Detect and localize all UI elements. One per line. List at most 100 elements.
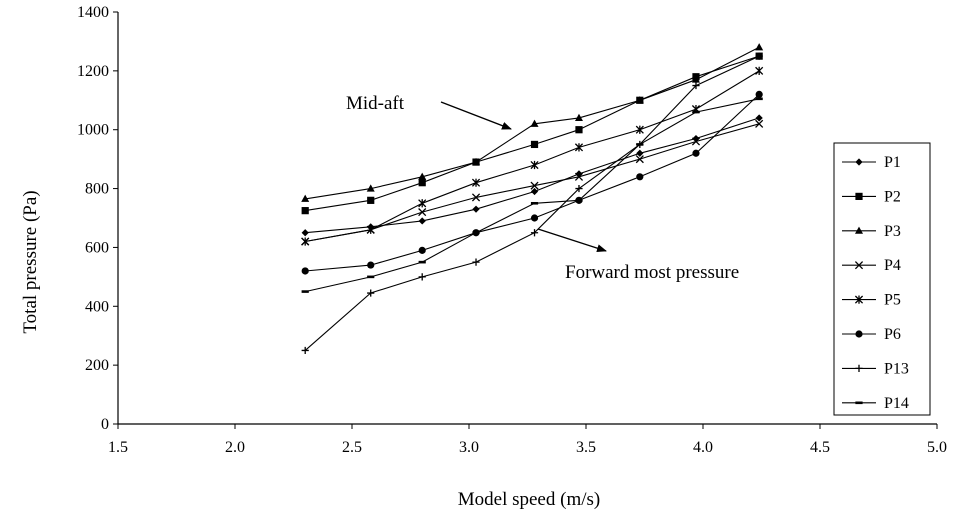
data-point-p6 <box>530 214 539 222</box>
data-point-p4 <box>635 155 644 164</box>
legend-marker-p14 <box>855 401 863 405</box>
legend-label-p6: P6 <box>884 326 901 343</box>
x-tick-label: 3.0 <box>459 439 479 456</box>
legend-marker-p4 <box>854 261 864 270</box>
data-point-p14 <box>755 97 763 101</box>
data-point-p3 <box>691 75 700 83</box>
data-point-p6 <box>301 267 309 275</box>
data-point-p13 <box>530 229 539 237</box>
data-point-p3 <box>574 113 583 121</box>
data-point-p5 <box>755 66 764 75</box>
legend-item-p4: P4 <box>842 257 901 274</box>
data-point-p5 <box>301 237 310 246</box>
data-point-p5 <box>530 160 539 170</box>
data-point-p13 <box>418 273 426 281</box>
data-point-p13 <box>692 81 700 90</box>
legend-label-p1: P1 <box>884 154 901 171</box>
data-point-p3 <box>472 157 481 166</box>
y-tick-label: 0 <box>101 416 109 433</box>
data-point-p13 <box>575 184 583 193</box>
data-point-p2 <box>575 126 583 134</box>
data-point-p6 <box>636 173 644 181</box>
data-point-p4 <box>418 208 427 217</box>
data-point-p13 <box>301 346 309 355</box>
y-tick-label: 1400 <box>77 4 109 21</box>
legend-marker-p6 <box>855 330 863 338</box>
data-point-p5 <box>574 143 584 152</box>
data-point-p14 <box>472 231 480 235</box>
data-point-p4 <box>755 119 764 128</box>
annotation-mid-aft-arrow <box>440 101 512 130</box>
legend-item-p1: P1 <box>842 154 901 171</box>
data-point-p1 <box>530 187 539 196</box>
x-tick-label: 4.5 <box>810 439 830 456</box>
x-tick-label: 2.5 <box>342 439 362 456</box>
data-point-p13 <box>472 258 480 266</box>
y-axis-title: Total pressure (Pa) <box>20 190 41 333</box>
series-layer <box>301 43 764 355</box>
data-point-p3 <box>301 194 310 202</box>
data-point-p1 <box>418 217 426 225</box>
data-point-p14 <box>418 260 426 264</box>
data-point-p14 <box>636 143 644 146</box>
data-point-p3 <box>635 96 644 104</box>
data-point-p14 <box>301 290 309 293</box>
legend-label-p14: P14 <box>884 395 909 412</box>
x-tick-label: 1.5 <box>108 439 128 456</box>
legend-marker-p5 <box>854 295 864 304</box>
legend-label-p4: P4 <box>884 257 901 274</box>
annotation-forward-most-pressure: Forward most pressure <box>565 262 739 283</box>
data-point-p3 <box>530 119 539 127</box>
data-point-p14 <box>530 201 539 205</box>
legend-marker-p3 <box>855 226 863 234</box>
legend-marker-p2 <box>855 192 863 200</box>
series-p5 <box>301 66 764 246</box>
data-point-p4 <box>471 193 481 202</box>
y-tick-label: 400 <box>85 298 109 315</box>
legend-label-p2: P2 <box>884 188 901 205</box>
legend-label-p3: P3 <box>884 223 901 240</box>
series-p6 <box>301 90 763 275</box>
series-p3 <box>301 43 764 202</box>
y-tick-label: 200 <box>85 357 109 374</box>
data-point-p5 <box>366 225 375 234</box>
data-point-p6 <box>755 90 763 98</box>
data-point-p2 <box>301 207 309 215</box>
legend-marker-p13 <box>855 364 863 372</box>
annotation-mid-aft: Mid-aft <box>346 93 405 114</box>
legend-label-p13: P13 <box>884 360 909 377</box>
data-point-p13 <box>367 289 375 297</box>
x-tick-label: 2.0 <box>225 439 245 456</box>
series-line-p3 <box>305 46 760 200</box>
legend-item-p3: P3 <box>842 223 901 240</box>
data-point-p2 <box>418 179 426 187</box>
data-point-p1 <box>636 149 644 157</box>
data-point-p3 <box>755 43 764 51</box>
data-point-p5 <box>471 178 481 187</box>
data-point-p6 <box>692 149 700 157</box>
data-point-p3 <box>418 172 427 180</box>
axes-layer: 0 200 400 600 800 1000 1200 1400 1.5 2.0 2.5 3.0 3.5… <box>77 4 947 456</box>
data-point-p5 <box>635 125 644 134</box>
legend-item-p14: P14 <box>842 395 909 412</box>
data-point-p5 <box>418 199 427 208</box>
data-point-p14 <box>692 110 700 114</box>
data-point-p4 <box>574 172 584 181</box>
data-point-p6 <box>418 246 426 254</box>
data-point-p3 <box>366 184 375 192</box>
legend-item-p13: P13 <box>842 360 909 377</box>
y-tick-label: 1000 <box>77 122 109 139</box>
y-tick-label: 600 <box>85 239 109 256</box>
legend-label-p5: P5 <box>884 292 901 309</box>
data-point-p6 <box>367 261 375 269</box>
legend-item-p2: P2 <box>842 188 901 205</box>
annotation-forward-most-pressure-arrow <box>537 228 607 253</box>
x-tick-label: 3.5 <box>576 439 596 456</box>
legend-item-p6: P6 <box>842 326 901 343</box>
data-point-p13 <box>755 52 763 60</box>
legend-box <box>833 142 931 416</box>
legend-marker-p1 <box>855 158 863 166</box>
data-point-p4 <box>530 181 539 190</box>
data-point-p4 <box>691 137 701 146</box>
